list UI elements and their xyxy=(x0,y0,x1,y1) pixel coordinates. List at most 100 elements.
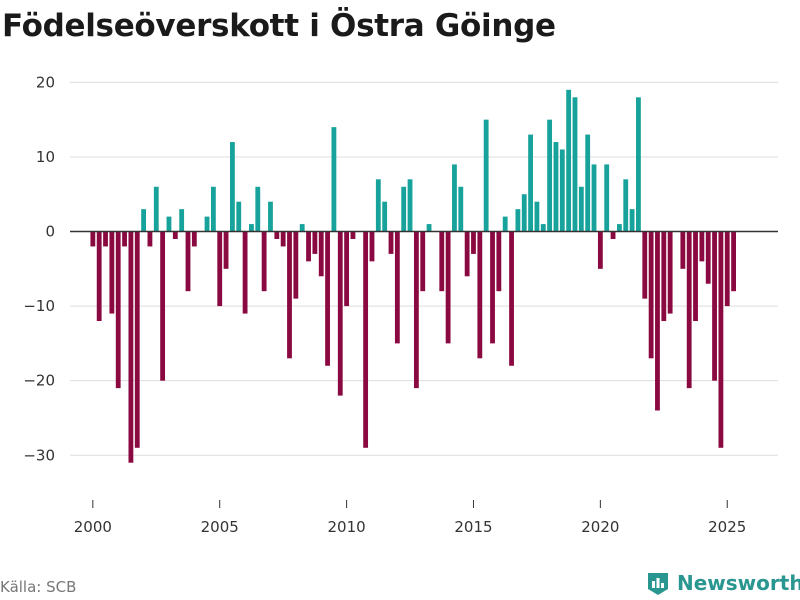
bar[interactable] xyxy=(540,224,546,232)
bar[interactable] xyxy=(312,231,318,254)
bar[interactable] xyxy=(578,186,584,232)
bar[interactable] xyxy=(731,231,736,292)
bar[interactable] xyxy=(147,231,153,247)
bar[interactable] xyxy=(122,231,127,247)
bar[interactable] xyxy=(413,231,419,389)
bar[interactable] xyxy=(528,134,533,232)
bar[interactable] xyxy=(642,231,648,299)
bar[interactable] xyxy=(471,231,476,254)
bar[interactable] xyxy=(623,179,629,232)
bar[interactable] xyxy=(141,209,146,232)
bar[interactable] xyxy=(287,231,292,359)
bar[interactable] xyxy=(401,186,407,232)
bar[interactable] xyxy=(648,231,654,359)
bar[interactable] xyxy=(268,201,273,232)
bar[interactable] xyxy=(680,231,686,269)
bar[interactable] xyxy=(591,164,597,232)
bar[interactable] xyxy=(559,149,565,232)
bar[interactable] xyxy=(172,231,178,239)
bar[interactable] xyxy=(566,89,572,232)
bar[interactable] xyxy=(331,127,337,232)
bar[interactable] xyxy=(185,231,191,292)
bar[interactable] xyxy=(179,209,185,232)
bar[interactable] xyxy=(420,231,426,292)
bar[interactable] xyxy=(464,231,470,277)
bar[interactable] xyxy=(325,231,330,366)
bar[interactable] xyxy=(134,231,140,448)
bar[interactable] xyxy=(382,201,388,232)
bar[interactable] xyxy=(375,179,381,232)
bar[interactable] xyxy=(223,231,229,269)
bar[interactable] xyxy=(369,231,375,262)
bar[interactable] xyxy=(280,231,286,247)
bar[interactable] xyxy=(610,231,616,239)
bar[interactable] xyxy=(636,97,641,232)
bar[interactable] xyxy=(217,231,223,307)
bar[interactable] xyxy=(724,231,730,307)
bar[interactable] xyxy=(667,231,673,314)
bar[interactable] xyxy=(363,231,369,448)
bar[interactable] xyxy=(604,164,610,232)
bar[interactable] xyxy=(153,186,159,232)
bar[interactable] xyxy=(160,231,166,381)
bar[interactable] xyxy=(686,231,692,389)
bar[interactable] xyxy=(210,186,216,232)
bar[interactable] xyxy=(661,231,667,322)
bar[interactable] xyxy=(452,164,457,232)
bar[interactable] xyxy=(274,231,280,239)
bar[interactable] xyxy=(712,231,717,381)
bar[interactable] xyxy=(90,231,96,247)
bar[interactable] xyxy=(337,231,343,396)
bar[interactable] xyxy=(242,231,248,314)
bar[interactable] xyxy=(597,231,603,269)
bar[interactable] xyxy=(204,216,210,232)
bar[interactable] xyxy=(629,209,635,232)
bar[interactable] xyxy=(236,201,242,232)
bar[interactable] xyxy=(483,119,489,232)
bar[interactable] xyxy=(191,231,197,247)
bar[interactable] xyxy=(458,186,464,232)
bar[interactable] xyxy=(718,231,724,448)
bar[interactable] xyxy=(477,231,483,359)
bar[interactable] xyxy=(693,231,698,322)
bar[interactable] xyxy=(299,224,305,232)
bar[interactable] xyxy=(115,231,121,389)
bar[interactable] xyxy=(261,231,267,292)
bar[interactable] xyxy=(445,231,451,344)
bar[interactable] xyxy=(344,231,350,307)
brand-logo[interactable]: Newsworthy xyxy=(645,570,800,596)
bar[interactable] xyxy=(502,216,508,232)
bar[interactable] xyxy=(249,224,254,232)
bar[interactable] xyxy=(534,201,540,232)
bar[interactable] xyxy=(439,231,445,292)
bar[interactable] xyxy=(547,119,553,232)
bar[interactable] xyxy=(490,231,495,344)
bar[interactable] xyxy=(109,231,115,314)
bar[interactable] xyxy=(318,231,324,277)
bar[interactable] xyxy=(515,209,521,232)
bar[interactable] xyxy=(96,231,102,322)
bar[interactable] xyxy=(166,216,172,232)
bar[interactable] xyxy=(616,224,622,232)
bar[interactable] xyxy=(585,134,591,232)
bar[interactable] xyxy=(655,231,660,411)
bar[interactable] xyxy=(426,224,432,232)
bar[interactable] xyxy=(128,231,134,463)
bar[interactable] xyxy=(103,231,108,247)
bar[interactable] xyxy=(699,231,705,262)
bar[interactable] xyxy=(230,142,235,232)
bar[interactable] xyxy=(496,231,502,292)
bar[interactable] xyxy=(521,194,527,232)
bar[interactable] xyxy=(350,231,356,239)
bar[interactable] xyxy=(509,231,514,366)
bar[interactable] xyxy=(306,231,311,262)
bar[interactable] xyxy=(705,231,711,284)
bar[interactable] xyxy=(572,97,578,232)
bar[interactable] xyxy=(407,179,413,232)
bar[interactable] xyxy=(553,142,559,232)
bar[interactable] xyxy=(394,231,400,344)
bar[interactable] xyxy=(388,231,394,254)
bar[interactable] xyxy=(293,231,299,299)
bar[interactable] xyxy=(255,186,261,232)
